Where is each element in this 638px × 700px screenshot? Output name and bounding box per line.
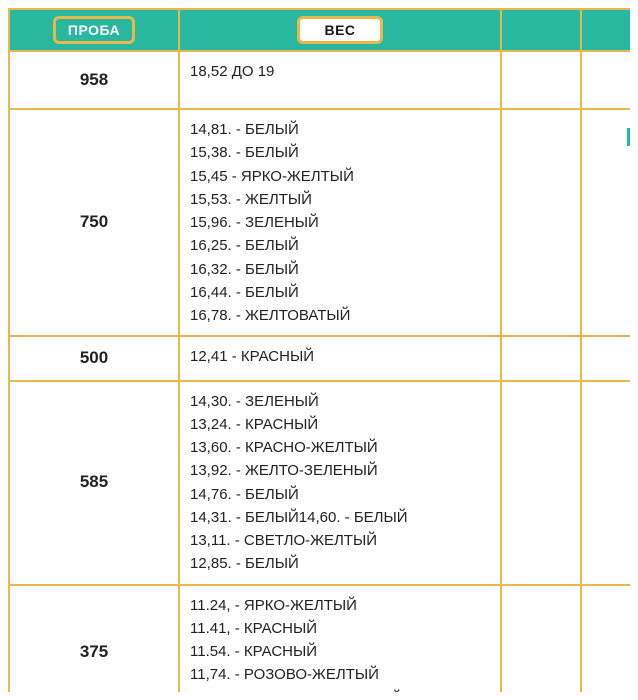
ves-line: 14,81. - БЕЛЫЙ — [190, 118, 490, 141]
empty-cell — [581, 381, 630, 585]
ves-line: 13,11. - СВЕТЛО-ЖЕЛТЫЙ — [190, 529, 490, 552]
ves-cell: 14,81. - БЕЛЫЙ15,38. - БЕЛЫЙ15,45 - ЯРКО… — [179, 109, 501, 336]
table-container: ПРОБА ВЕС 95818,52 ДО 1975014,81. - БЕЛЫ… — [8, 8, 630, 692]
header-ves-label: ВЕС — [297, 16, 382, 44]
header-row: ПРОБА ВЕС — [9, 9, 630, 51]
table-row: 58514,30. - ЗЕЛЕНЫЙ13,24. - КРАСНЫЙ13,60… — [9, 381, 630, 585]
ves-cell: 12,41 - КРАСНЫЙ — [179, 336, 501, 380]
ves-line: 11,56. - ЖЕЛТО-ОРАНЖЕВЫЙ — [190, 687, 490, 692]
ves-line: 18,52 ДО 19 — [190, 60, 490, 83]
ves-line: 14,76. - БЕЛЫЙ — [190, 483, 490, 506]
ves-cell: 14,30. - ЗЕЛЕНЫЙ13,24. - КРАСНЫЙ13,60. -… — [179, 381, 501, 585]
empty-cell — [501, 381, 581, 585]
ves-line: 11.41, - КРАСНЫЙ — [190, 617, 490, 640]
ves-line: 11.24, - ЯРКО-ЖЕЛТЫЙ — [190, 594, 490, 617]
scroll-hint — [627, 128, 630, 146]
ves-line: 15,96. - ЗЕЛЕНЫЙ — [190, 211, 490, 234]
ves-cell: 18,52 ДО 19 — [179, 51, 501, 109]
proba-cell: 750 — [9, 109, 179, 336]
empty-cell — [501, 51, 581, 109]
ves-line: 14,30. - ЗЕЛЕНЫЙ — [190, 390, 490, 413]
empty-cell — [581, 109, 630, 336]
empty-cell — [501, 336, 581, 380]
header-ves: ВЕС — [179, 9, 501, 51]
table-row: 958 18,52 ДО 19 — [9, 51, 630, 109]
proba-cell: 585 — [9, 381, 179, 585]
ves-cell: 11.24, - ЯРКО-ЖЕЛТЫЙ11.41, - КРАСНЫЙ11.5… — [179, 585, 501, 692]
ves-line: 11,74. - РОЗОВО-ЖЕЛТЫЙ — [190, 663, 490, 686]
ves-line: 13,24. - КРАСНЫЙ — [190, 413, 490, 436]
ves-line: 16,25. - БЕЛЫЙ — [190, 234, 490, 257]
ves-line: 16,78. - ЖЕЛТОВАТЫЙ — [190, 304, 490, 327]
empty-cell — [581, 336, 630, 380]
proba-cell: 958 — [9, 51, 179, 109]
empty-cell — [581, 51, 630, 109]
ves-line: 15,53. - ЖЕЛТЫЙ — [190, 188, 490, 211]
header-empty-1 — [501, 9, 581, 51]
table-row: 500 12,41 - КРАСНЫЙ — [9, 336, 630, 380]
proba-cell: 500 — [9, 336, 179, 380]
table-body: 95818,52 ДО 1975014,81. - БЕЛЫЙ15,38. - … — [9, 51, 630, 692]
ves-line: 14,31. - БЕЛЫЙ14,60. - БЕЛЫЙ — [190, 506, 490, 529]
empty-cell — [581, 585, 630, 692]
assay-table: ПРОБА ВЕС 95818,52 ДО 1975014,81. - БЕЛЫ… — [8, 8, 630, 692]
table-row: 37511.24, - ЯРКО-ЖЕЛТЫЙ11.41, - КРАСНЫЙ1… — [9, 585, 630, 692]
ves-line: 13,92. - ЖЕЛТО-ЗЕЛЕНЫЙ — [190, 459, 490, 482]
ves-line: 11.54. - КРАСНЫЙ — [190, 640, 490, 663]
ves-line: 15,38. - БЕЛЫЙ — [190, 141, 490, 164]
ves-line: 12,41 - КРАСНЫЙ — [190, 345, 490, 368]
table-row: 75014,81. - БЕЛЫЙ15,38. - БЕЛЫЙ15,45 - Я… — [9, 109, 630, 336]
ves-line: 13,60. - КРАСНО-ЖЕЛТЫЙ — [190, 436, 490, 459]
header-proba-label: ПРОБА — [53, 16, 135, 44]
ves-line: 16,44. - БЕЛЫЙ — [190, 281, 490, 304]
empty-cell — [501, 109, 581, 336]
header-empty-2 — [581, 9, 630, 51]
ves-line: 15,45 - ЯРКО-ЖЕЛТЫЙ — [190, 165, 490, 188]
ves-line: 16,32. - БЕЛЫЙ — [190, 258, 490, 281]
ves-line: 12,85. - БЕЛЫЙ — [190, 552, 490, 575]
proba-cell: 375 — [9, 585, 179, 692]
empty-cell — [501, 585, 581, 692]
header-proba: ПРОБА — [9, 9, 179, 51]
